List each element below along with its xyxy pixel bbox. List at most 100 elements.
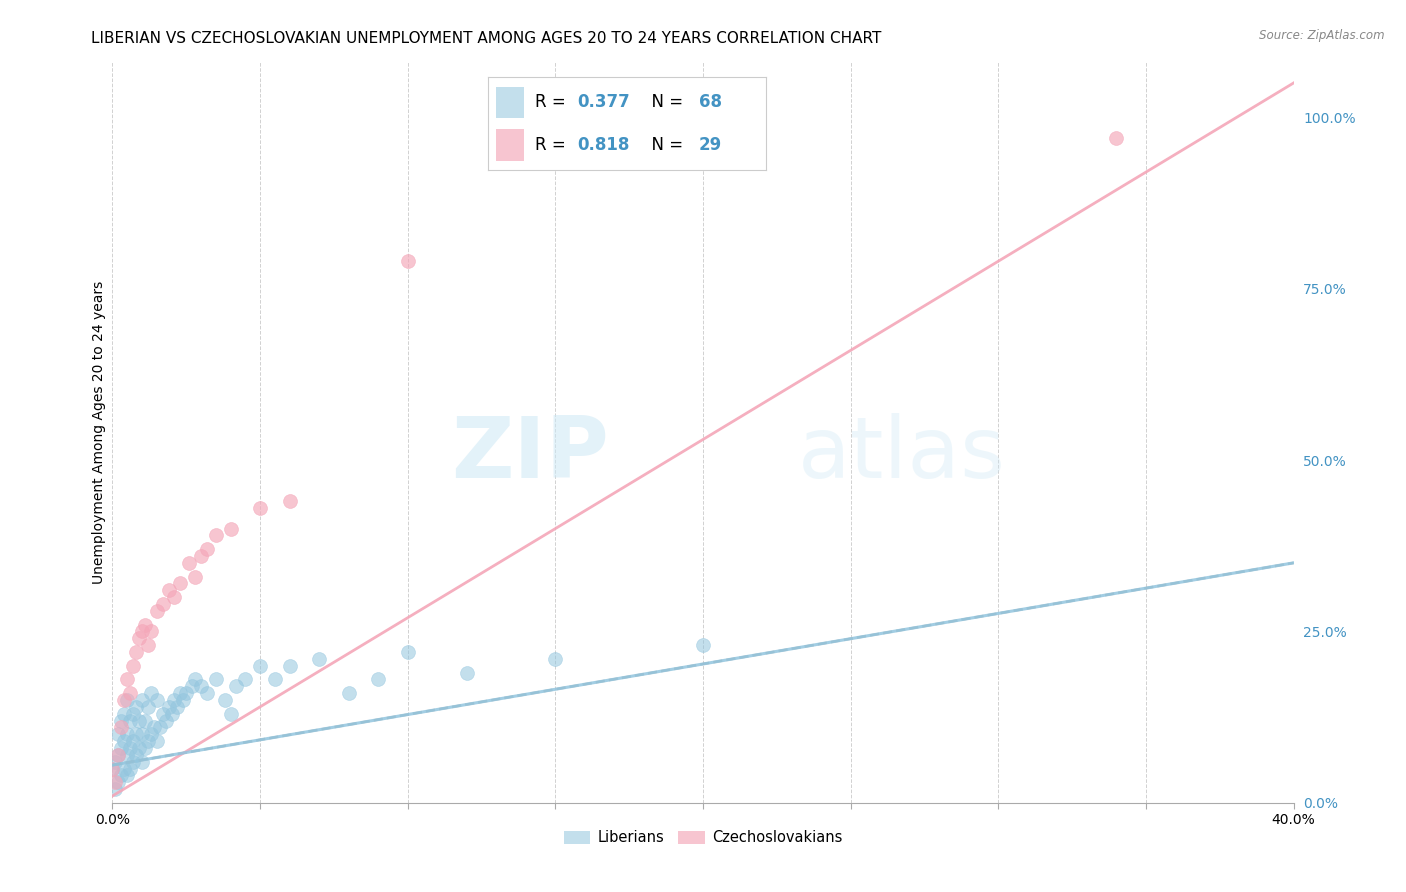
Point — [125, 645, 148, 659]
Point — [249, 658, 271, 673]
Point — [125, 747, 148, 762]
Point — [112, 693, 135, 707]
Point — [112, 706, 135, 721]
Point — [107, 775, 129, 789]
Point — [104, 782, 127, 797]
Point — [120, 741, 142, 756]
Point — [163, 590, 186, 604]
Point — [278, 494, 301, 508]
Point — [544, 652, 567, 666]
Point — [142, 720, 165, 734]
Point — [367, 673, 389, 687]
Point — [104, 775, 127, 789]
Point — [101, 762, 124, 776]
Text: ZIP: ZIP — [451, 413, 609, 496]
Point — [134, 714, 156, 728]
Point — [163, 693, 186, 707]
Point — [219, 522, 242, 536]
Point — [152, 597, 174, 611]
Point — [169, 686, 191, 700]
Point — [174, 686, 197, 700]
Point — [131, 755, 153, 769]
Point — [110, 768, 132, 782]
Point — [107, 727, 129, 741]
Point — [195, 686, 218, 700]
Point — [396, 645, 419, 659]
Point — [107, 747, 129, 762]
Point — [692, 638, 714, 652]
Point — [456, 665, 478, 680]
Point — [117, 693, 138, 707]
Text: Source: ZipAtlas.com: Source: ZipAtlas.com — [1260, 29, 1385, 42]
Point — [120, 686, 142, 700]
Point — [136, 734, 159, 748]
Point — [308, 652, 330, 666]
Point — [122, 658, 145, 673]
Point — [190, 679, 212, 693]
Point — [117, 747, 138, 762]
Point — [139, 624, 162, 639]
Point — [157, 699, 180, 714]
Point — [149, 720, 172, 734]
Point — [155, 714, 177, 728]
Point — [214, 693, 236, 707]
Point — [122, 734, 145, 748]
Point — [117, 673, 138, 687]
Point — [249, 501, 271, 516]
Point — [117, 727, 138, 741]
Point — [184, 569, 207, 583]
Point — [139, 727, 162, 741]
Point — [225, 679, 247, 693]
Point — [107, 747, 129, 762]
Point — [122, 755, 145, 769]
Point — [122, 706, 145, 721]
Point — [104, 755, 127, 769]
Y-axis label: Unemployment Among Ages 20 to 24 years: Unemployment Among Ages 20 to 24 years — [91, 281, 105, 584]
Point — [128, 741, 150, 756]
Point — [146, 693, 169, 707]
Point — [120, 714, 142, 728]
Point — [101, 762, 124, 776]
Point — [131, 727, 153, 741]
Point — [125, 699, 148, 714]
Legend: Liberians, Czechoslovakians: Liberians, Czechoslovakians — [558, 824, 848, 851]
Point — [134, 741, 156, 756]
Point — [169, 576, 191, 591]
Point — [166, 699, 188, 714]
Point — [184, 673, 207, 687]
Point — [110, 741, 132, 756]
Point — [136, 699, 159, 714]
Point — [112, 734, 135, 748]
Point — [125, 727, 148, 741]
Point — [195, 542, 218, 557]
Point — [179, 556, 201, 570]
Point — [396, 254, 419, 268]
Point — [128, 632, 150, 646]
Point — [181, 679, 204, 693]
Point — [131, 693, 153, 707]
Text: atlas: atlas — [797, 413, 1005, 496]
Point — [205, 673, 228, 687]
Point — [1105, 131, 1128, 145]
Point — [219, 706, 242, 721]
Point — [146, 734, 169, 748]
Point — [157, 583, 180, 598]
Point — [160, 706, 183, 721]
Point — [337, 686, 360, 700]
Point — [152, 706, 174, 721]
Point — [134, 617, 156, 632]
Point — [110, 720, 132, 734]
Point — [233, 673, 256, 687]
Point — [172, 693, 194, 707]
Point — [190, 549, 212, 563]
Point — [139, 686, 162, 700]
Point — [146, 604, 169, 618]
Point — [112, 762, 135, 776]
Point — [110, 714, 132, 728]
Point — [136, 638, 159, 652]
Point — [128, 714, 150, 728]
Text: LIBERIAN VS CZECHOSLOVAKIAN UNEMPLOYMENT AMONG AGES 20 TO 24 YEARS CORRELATION C: LIBERIAN VS CZECHOSLOVAKIAN UNEMPLOYMENT… — [91, 31, 882, 46]
Point — [120, 762, 142, 776]
Point — [131, 624, 153, 639]
Point — [278, 658, 301, 673]
